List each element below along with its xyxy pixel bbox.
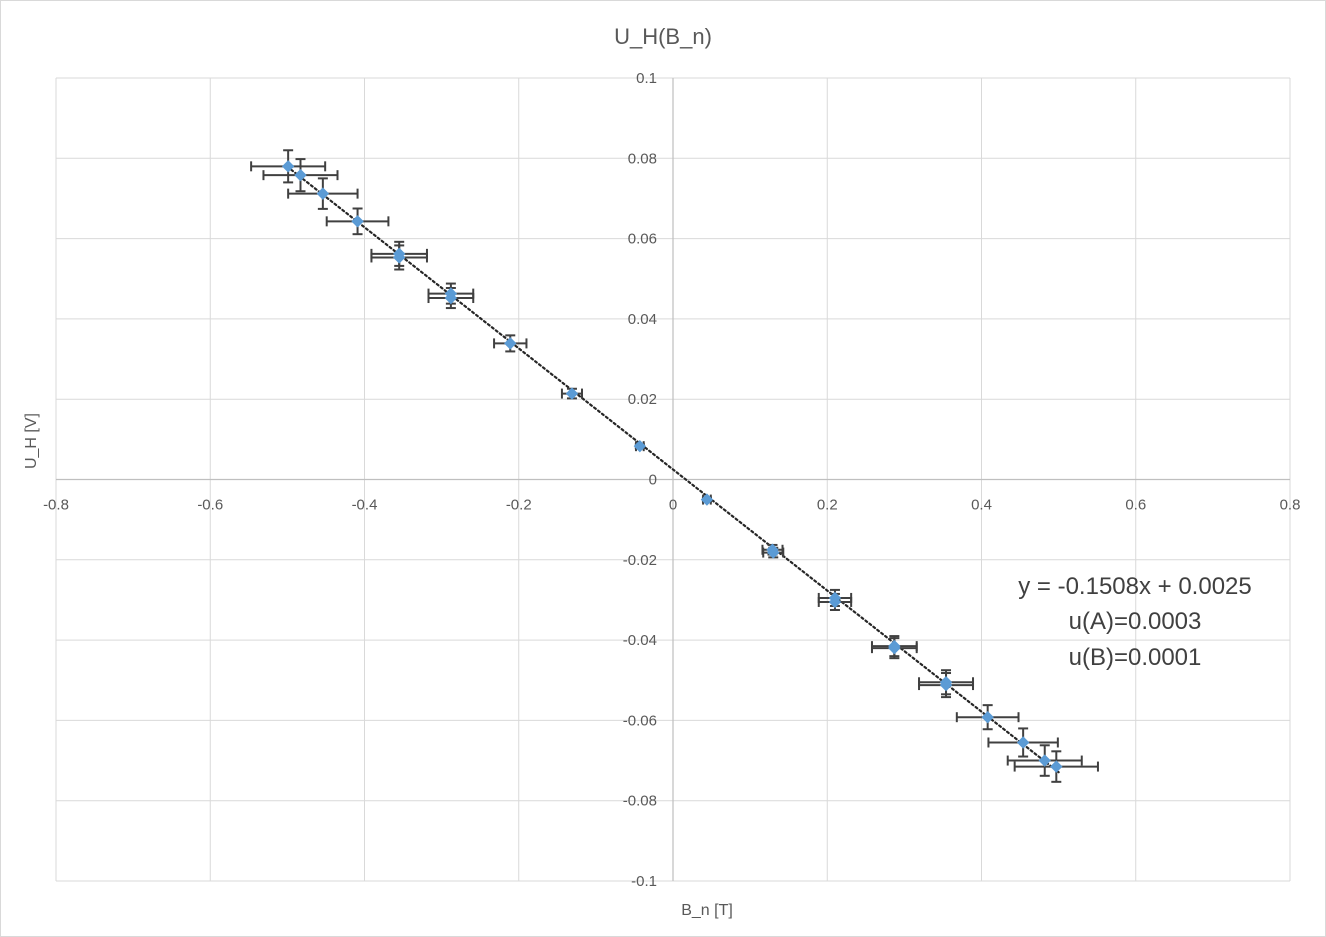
data-point [504, 337, 517, 350]
axes [56, 78, 1290, 881]
y-tick-label: 0.04 [628, 311, 657, 328]
data-point [316, 187, 330, 200]
data-point [294, 168, 307, 182]
x-axis-title: B_n [T] [681, 902, 733, 919]
data-point [1050, 760, 1063, 773]
x-tick-label: -0.4 [352, 497, 378, 514]
x-tick-label: -0.6 [197, 497, 223, 514]
y-axis-title: U_H [V] [23, 413, 40, 469]
data-point [981, 710, 994, 724]
data-point [1016, 736, 1030, 749]
data-point [828, 595, 842, 609]
y-tick-label: 0.02 [628, 391, 657, 408]
data-point [1038, 754, 1051, 767]
data-point [767, 546, 780, 559]
x-tick-label: 0.8 [1280, 497, 1301, 514]
chart-title: U_H(B_n) [614, 24, 712, 49]
trendline [286, 165, 1060, 774]
y-tick-label: -0.08 [623, 793, 657, 810]
data-point [444, 291, 458, 305]
data-point [392, 251, 406, 264]
y-tick-label: 0.06 [628, 231, 657, 248]
x-tick-label: 0.6 [1125, 497, 1146, 514]
data-point [351, 215, 364, 228]
x-tick-label: -0.2 [506, 497, 532, 514]
y-tick-label: -0.02 [623, 552, 657, 569]
tick-labels: -0.8 -0.6 -0.4 -0.2 0 0.2 0.4 0.6 0.8 0.1 0.08 0.06… [43, 70, 1300, 890]
data-point [565, 387, 579, 400]
trendline-group [286, 165, 1060, 774]
y-tick-label: -0.04 [623, 632, 657, 649]
y-tick-label: -0.1 [631, 873, 657, 890]
y-tick-label: 0.1 [636, 70, 657, 87]
data-point [281, 160, 295, 173]
y-tick-label: 0 [649, 472, 657, 489]
trendline-equation: y = -0.1508x + 0.0025 [1018, 573, 1252, 600]
data-point [700, 493, 714, 506]
data-point [633, 439, 647, 453]
x-tick-label: -0.8 [43, 497, 69, 514]
x-tick-label: 0 [669, 497, 677, 514]
uncertainty-b-label: u(B)=0.0001 [1069, 644, 1202, 671]
x-tick-label: 0.4 [971, 497, 992, 514]
uncertainty-a-label: u(A)=0.0003 [1069, 608, 1202, 635]
data-point [888, 641, 901, 655]
x-tick-label: 0.2 [817, 497, 838, 514]
data-point [939, 678, 953, 692]
y-tick-label: 0.08 [628, 150, 657, 167]
y-tick-label: -0.06 [623, 712, 657, 729]
data-points [281, 160, 1063, 773]
